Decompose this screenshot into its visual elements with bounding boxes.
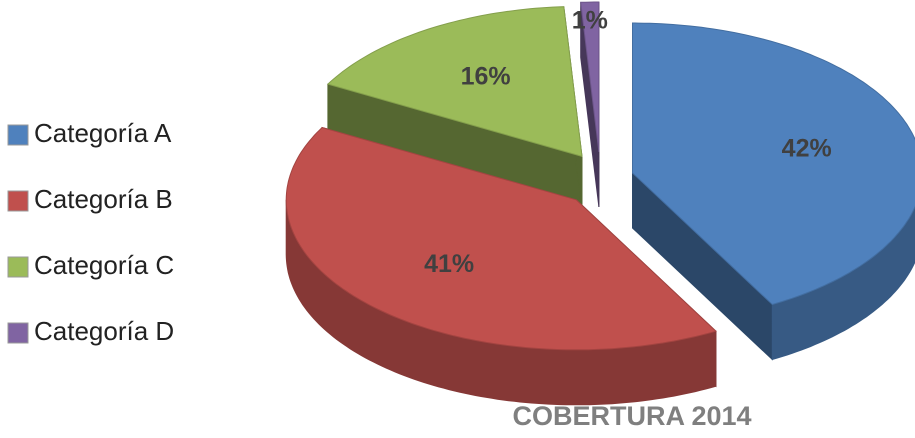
legend-label: Categoría C bbox=[34, 250, 174, 280]
legend-swatch bbox=[7, 322, 29, 344]
slice bbox=[285, 126, 717, 351]
data-label: 42% bbox=[782, 135, 832, 163]
data-label: 41% bbox=[424, 250, 474, 278]
legend-swatch bbox=[7, 190, 29, 212]
data-label: 1% bbox=[572, 7, 608, 35]
slice bbox=[326, 6, 583, 158]
legend-label: Categoría D bbox=[34, 316, 174, 346]
chart-title: COBERTURA 2014 bbox=[512, 401, 751, 431]
pie-tops bbox=[285, 1, 915, 351]
legend-swatch bbox=[7, 256, 29, 278]
legend-label: Categoría B bbox=[34, 184, 173, 214]
data-label: 16% bbox=[461, 62, 511, 90]
slice bbox=[632, 22, 915, 306]
legend-swatch bbox=[7, 124, 29, 146]
slice bbox=[580, 1, 600, 153]
legend-label: Categoría A bbox=[34, 118, 172, 148]
